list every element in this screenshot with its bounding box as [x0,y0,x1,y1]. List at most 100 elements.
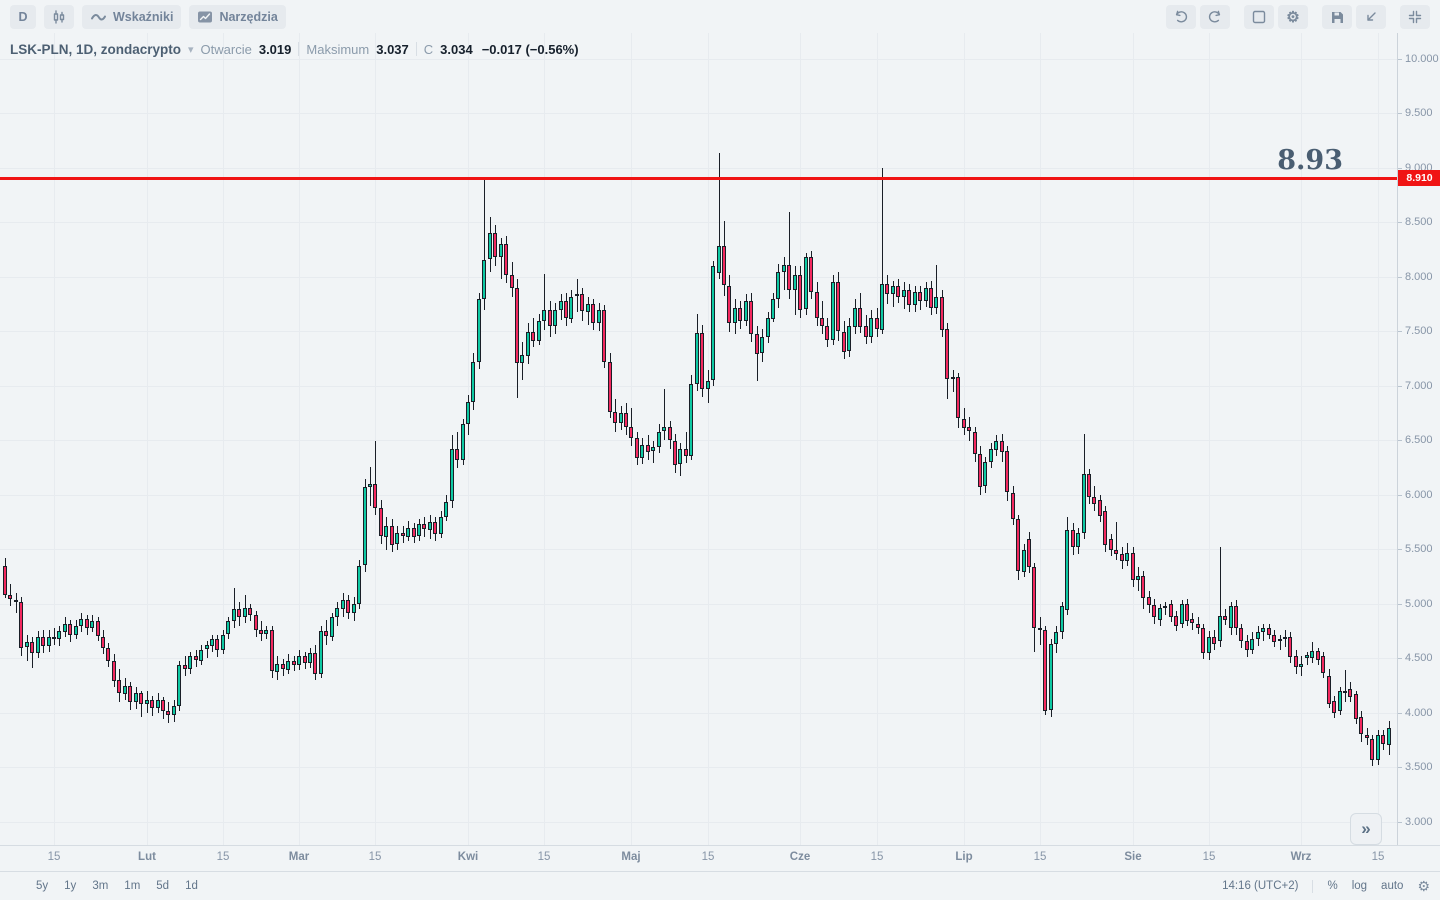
candle [640,445,644,458]
candle [499,244,503,257]
interval-button[interactable]: D [10,5,36,29]
tools-button[interactable]: Narzędzia [189,5,286,29]
candle [379,508,383,536]
candle [1365,735,1369,738]
grid-line-v [147,33,148,845]
publish-button[interactable] [1356,5,1386,29]
horizontal-price-line[interactable] [0,177,1397,180]
time-axis-label: Maj [621,851,641,863]
range-button-5y[interactable]: 5y [36,880,49,892]
collapse-corners-icon [1407,9,1423,25]
clock-label[interactable]: 14:16 (UTC+2) [1222,880,1299,892]
candle [962,419,966,428]
candle [417,524,421,536]
candle [902,290,906,297]
price-axis-label: 3.500 [1405,761,1433,773]
redo-button[interactable] [1200,5,1230,29]
candle [352,604,356,613]
time-axis-label: 15 [216,851,230,863]
log-scale-button[interactable]: log [1351,880,1368,892]
price-axis-label: 10.000 [1405,53,1439,65]
candle [537,321,541,341]
candle [564,301,568,318]
range-button-5d[interactable]: 5d [156,880,170,892]
candle [455,449,459,460]
candle [526,332,530,356]
candle-wick [501,238,502,279]
candle [967,427,971,431]
chart-settings-button[interactable]: ⚙ [1278,5,1308,29]
square-icon [1251,9,1267,25]
grid-line-h [0,549,1397,550]
price-axis[interactable]: 10.000 9.500 9.000 8.500 8.000 7.500 7.000 6.50… [1397,33,1440,845]
grid-line-h [0,440,1397,441]
candle [390,526,394,545]
symbol-name[interactable]: LSK-PLN, 1D, zondacrypto [10,41,182,57]
candle [297,656,301,665]
grid-line-v [544,33,545,845]
candle [1011,493,1015,519]
candle [1234,606,1238,628]
candle [504,244,508,275]
range-button-1d[interactable]: 1d [185,880,198,892]
redo-icon [1207,9,1223,25]
snapshot-button[interactable] [1244,5,1274,29]
candle [324,631,328,636]
indicators-button[interactable]: Wskaźniki [82,5,182,29]
candle-wick [1040,617,1041,645]
high-value: 3.037 [376,41,409,57]
chart-pane[interactable]: 8.93 [0,0,1397,845]
grid-line-h [0,822,1397,823]
candle [194,656,198,660]
percent-scale-button[interactable]: % [1327,880,1338,892]
time-axis-label: 15 [1202,851,1216,863]
fullscreen-exit-button[interactable] [1400,5,1430,29]
candle [760,337,764,353]
candle [1114,550,1118,554]
grid-line-v [375,33,376,845]
indicators-label: Wskaźniki [113,10,174,24]
save-layout-button[interactable] [1322,5,1352,29]
candle [172,706,176,715]
chart-type-button[interactable] [44,5,74,29]
candle-wick [936,265,937,314]
range-button-3m[interactable]: 3m [92,880,109,892]
range-button-1m[interactable]: 1m [124,880,141,892]
candle [907,290,911,305]
candle-wick [953,370,954,392]
time-axis[interactable]: 15 Lut 15 Mar 15 Kwi 15 Maj 15 Cze 15 Lip 15 Sie 15 Wrz… [0,845,1440,871]
close-value: 3.034 [440,41,473,57]
candle [156,700,160,708]
price-axis-label: 4.500 [1405,652,1433,664]
price-axis-label: 5.000 [1405,598,1433,610]
candle [798,275,802,310]
candle [624,413,628,427]
candle [1125,553,1129,561]
settings-gear-icon[interactable]: ⚙ [1417,878,1430,894]
interval-label: D [18,10,28,24]
candle [1131,553,1135,580]
chevron-down-icon[interactable]: ▾ [188,43,194,56]
candle [363,487,367,565]
range-button-1y[interactable]: 1y [64,880,77,892]
candle [1163,606,1167,608]
divider [415,42,417,56]
open-value: 3.019 [258,41,292,57]
auto-scale-button[interactable]: auto [1381,880,1404,892]
candle [221,635,225,650]
undo-button[interactable] [1166,5,1196,29]
candle [1370,739,1374,760]
candle [471,362,475,402]
candle [695,333,699,384]
time-axis-label: Lut [138,851,156,863]
price-axis-tick [1398,604,1402,605]
candle [482,260,486,299]
candle [1141,576,1145,598]
candle [166,711,170,715]
scroll-to-recent-button[interactable]: » [1350,813,1382,845]
candle [145,700,149,704]
candle [57,631,61,639]
candle [749,301,753,334]
grid-line-h [0,222,1397,223]
candle [226,621,230,634]
